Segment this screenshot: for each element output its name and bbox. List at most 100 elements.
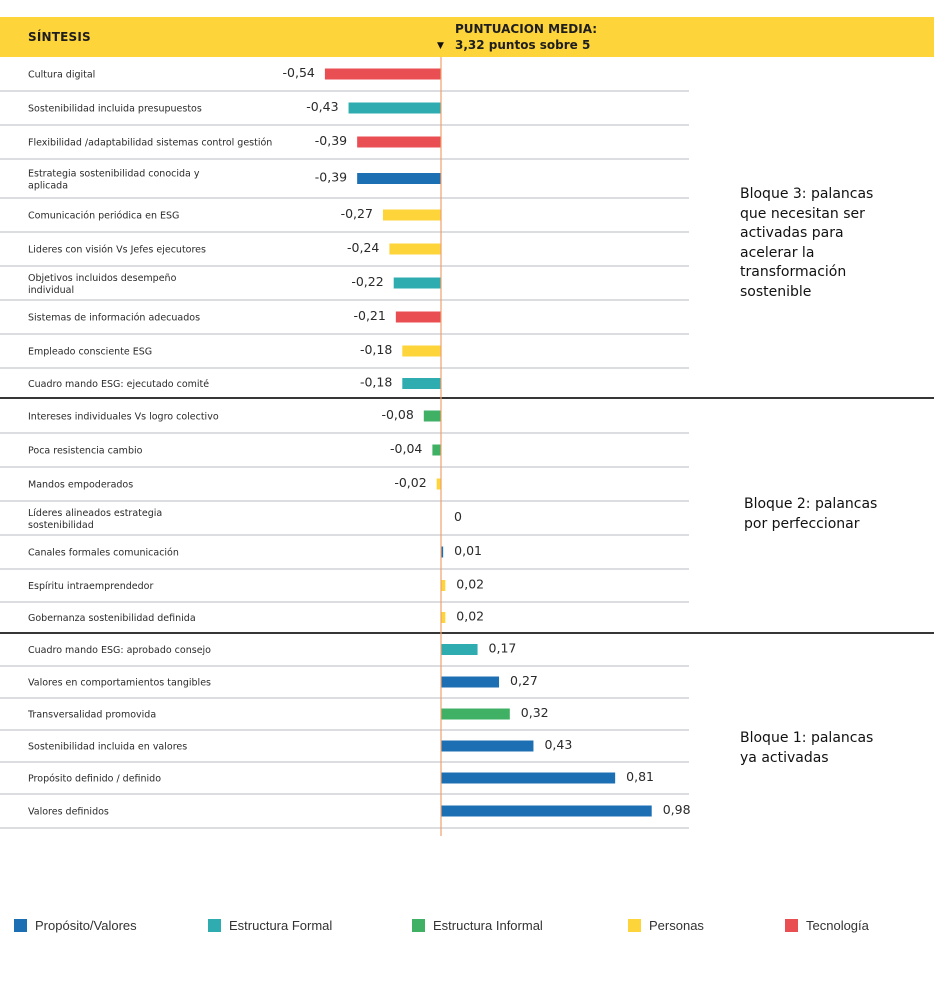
bar [441,546,444,558]
block-label-line: Bloque 1: palancas [740,730,874,746]
category-label: Valores en comportamientos tangibles [28,678,211,689]
category-label: Gobernanza sostenibilidad definida [28,613,196,624]
bar [324,68,441,80]
category-label: Flexibilidad /adaptabilidad sistemas con… [28,138,272,149]
category-label: Poca resistencia cambio [28,446,143,457]
category-label: Mandos empoderados [28,480,133,491]
category-label: Intereses individuales Vs logro colectiv… [28,412,219,423]
value-label: 0,02 [456,609,484,624]
value-label: -0,43 [306,99,338,114]
bar [441,708,510,720]
category-label: Sostenibilidad incluida en valores [28,742,187,753]
block-label-line: sostenible [740,283,812,300]
bar [393,277,441,289]
bar [441,676,500,688]
category-label: Empleado consciente ESG [28,347,152,358]
value-label: 0,81 [626,769,654,784]
bar [423,410,441,422]
legend-item-proposito-valores: Propósito/Valores [14,918,137,933]
value-label: 0,98 [663,802,691,817]
bar [402,378,441,389]
legend-item-tecnologia: Tecnología [785,918,869,933]
mean-marker-arrow-icon: ▼ [437,41,444,51]
category-label: Estrategia sostenibilidad conocida y apli… [28,169,200,192]
legend-label: Propósito/Valores [35,918,137,933]
category-label: Transversalidad promovida [27,710,156,721]
bar [432,444,441,456]
category-label: Canales formales comunicación [28,548,179,559]
value-label: -0,18 [360,342,392,357]
chart-title: SÍNTESIS [28,30,91,44]
value-label: 0,43 [544,737,572,752]
category-label: Lideres con visión Vs Jefes ejecutores [28,245,206,256]
category-label: Valores definidos [28,807,109,818]
legend-swatch [412,919,425,932]
block-label-line: transformación [740,264,847,280]
bar [402,345,441,357]
bar [441,772,616,784]
category-label: Espíritu intraemprendedor [28,581,153,592]
bar [436,478,441,490]
bar [441,612,446,623]
block-2-label: Bloque 2: palancas por perfeccionar [744,495,877,534]
block-label-line: por perfeccionar [744,515,860,532]
value-label: -0,27 [341,206,373,221]
value-label: 0,17 [489,641,517,656]
value-label: 0,01 [454,543,482,558]
mean-score-label: PUNTUACION MEDIA: 3,32 puntos sobre 5 [455,21,597,53]
block-label-line: Bloque 3: palancas [740,186,874,202]
mean-score-value: 3,32 puntos sobre 5 [455,38,591,52]
value-label: 0 [454,509,462,524]
mean-score-title: PUNTUACION MEDIA: [455,22,597,36]
header-banner: SÍNTESIS ▼ PUNTUACION MEDIA: 3,32 puntos… [0,17,934,57]
value-label: -0,39 [315,170,347,185]
legend-item-personas: Personas [628,918,704,933]
bar [441,580,446,591]
value-label: -0,39 [315,133,347,148]
value-label: 0,32 [521,705,549,720]
value-label: -0,21 [354,308,386,323]
legend-label: Tecnología [806,918,869,933]
category-label: Cuadro mando ESG: aprobado consejo [28,645,211,656]
value-label: -0,04 [390,441,422,456]
category-label: Sostenibilidad incluida presupuestos [28,104,202,115]
bar [382,209,441,221]
legend-label: Estructura Informal [433,918,543,933]
value-label: -0,24 [347,240,379,255]
bar [357,136,441,148]
category-label: Comunicación periódica en ESG [28,211,179,222]
value-label: 0,02 [456,577,484,592]
value-label: -0,02 [394,475,426,490]
block-3-label: Bloque 3: palancas que necesitan ser activ… [740,185,873,302]
legend-label: Personas [649,918,704,933]
category-label: Objetivos incluidos desempeño individual [28,273,177,296]
category-label: Cultura digital [28,70,95,81]
bar [441,740,534,752]
bar [348,102,441,114]
bar [389,243,441,255]
legend-swatch [208,919,221,932]
bar [357,173,441,184]
bar [441,644,478,655]
category-label: Líderes alineados estrategia sostenibilid… [28,508,162,531]
legend-item-estructura-informal: Estructura Informal [412,918,543,933]
bar [395,311,441,323]
value-label: -0,18 [360,375,392,390]
legend-item-estructura-formal: Estructura Formal [208,918,332,933]
block-label-line: activadas para [740,225,844,241]
bar [441,805,652,817]
category-label: Propósito definido / definido [28,774,161,785]
legend-swatch [14,919,27,932]
legend: Propósito/Valores Estructura Formal Estr… [0,918,940,940]
block-label-line: acelerar la [740,244,815,261]
value-label: 0,27 [510,673,538,688]
block-label-line: ya activadas [740,749,829,766]
value-label: -0,54 [283,65,315,80]
category-label: Sistemas de información adecuados [28,313,200,324]
value-label: -0,22 [351,274,383,289]
block-1-label: Bloque 1: palancas ya activadas [740,729,873,768]
category-label: Cuadro mando ESG: ejecutado comité [28,379,209,390]
legend-swatch [785,919,798,932]
legend-label: Estructura Formal [229,918,333,933]
